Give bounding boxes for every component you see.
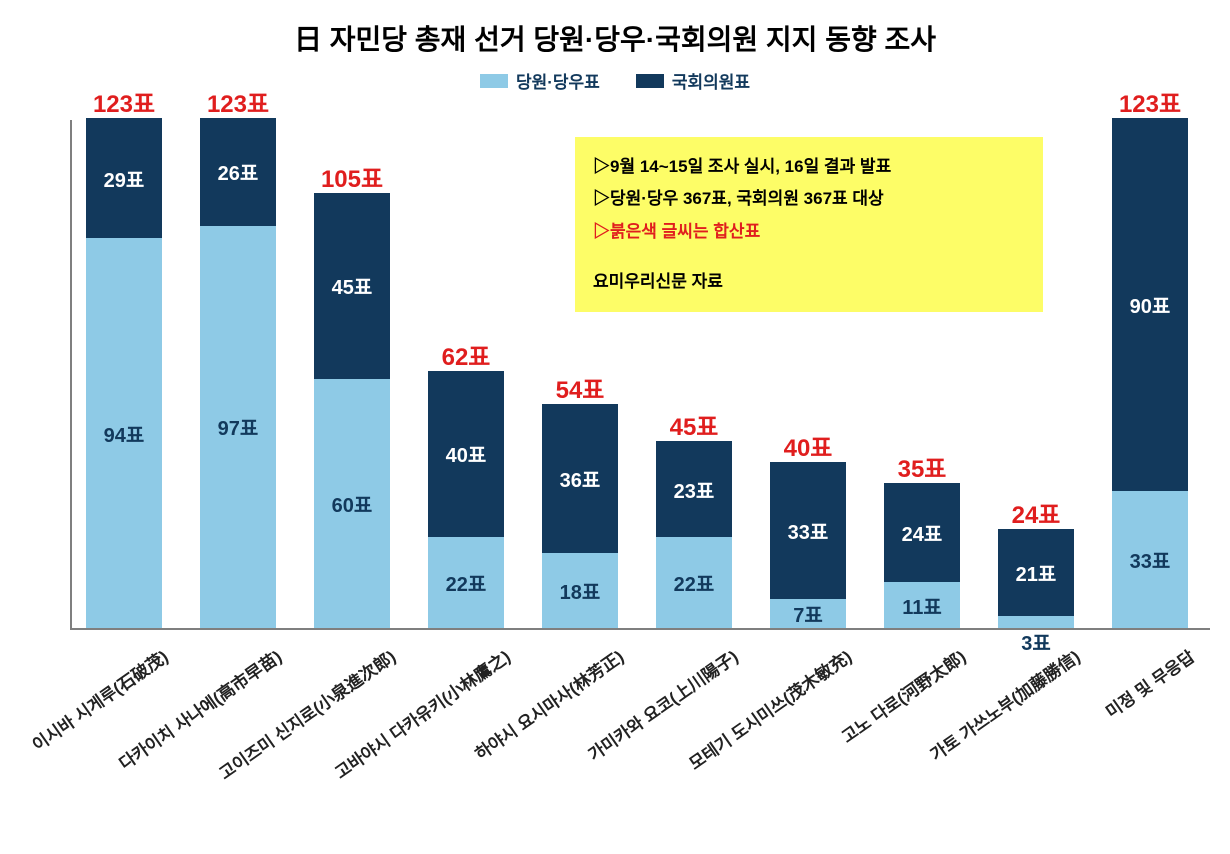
bar-segment-diet: 45표 (314, 193, 390, 380)
bar: 21표 (998, 529, 1074, 629)
diet-value-label: 29표 (104, 164, 145, 193)
members-value-label: 11표 (902, 591, 942, 620)
bar-segment-diet: 26표 (200, 118, 276, 226)
bar-group: 94표29표123표 (86, 118, 162, 628)
members-value-label: 94표 (104, 419, 145, 448)
bar-segment-members: 22표 (428, 537, 504, 628)
total-label: 105표 (321, 159, 383, 194)
x-axis-label: 미정 및 무응답 (1100, 643, 1199, 723)
members-value-label: 97표 (218, 412, 259, 441)
bar: 22표 40표 (428, 371, 504, 628)
total-label: 123표 (1119, 84, 1181, 119)
bar-group: 22표23표45표 (656, 441, 732, 628)
total-label: 62표 (442, 337, 491, 372)
bar-segment-members: 33표 (1112, 491, 1188, 628)
diet-value-label: 36표 (560, 464, 601, 493)
members-value-label: 60표 (332, 489, 373, 518)
bar: 60표 45표 (314, 193, 390, 628)
diet-value-label: 45표 (332, 271, 373, 300)
total-label: 35표 (898, 449, 947, 484)
chart-title: 日 자민당 총재 선거 당원·당우·국회의원 지지 동향 조사 (0, 0, 1230, 58)
bar-segment-diet: 24표 (884, 483, 960, 583)
bar-group: 18표36표54표 (542, 404, 618, 628)
bar-segment-diet: 90표 (1112, 118, 1188, 491)
bar-segment-diet: 36표 (542, 404, 618, 553)
bar: 94표 29표 (86, 118, 162, 628)
bar-segment-members: 97표 (200, 226, 276, 628)
members-value-label: 7표 (793, 599, 823, 628)
bar: 11표 24표 (884, 483, 960, 628)
bar-group: 97표26표123표 (200, 118, 276, 628)
bar-segment-members: 11표 (884, 582, 960, 628)
members-value-label: 22표 (674, 568, 715, 597)
legend-swatch (636, 74, 664, 88)
members-value-label: 33표 (1130, 545, 1171, 574)
legend-label: 당원·당우표 (516, 68, 600, 93)
note-line: ▷당원·당우 367표, 국회의원 367표 대상 (593, 183, 1025, 215)
legend-label: 국회의원표 (672, 68, 750, 93)
bar-segment-diet: 23표 (656, 441, 732, 536)
bar-group: 22표40표62표 (428, 371, 504, 628)
diet-value-label: 26표 (218, 157, 259, 186)
total-label: 45표 (670, 407, 719, 442)
bar-group: 7표33표40표 (770, 462, 846, 628)
bar: 33표 90표 (1112, 118, 1188, 628)
diet-value-label: 33표 (788, 516, 829, 545)
members-value-label-below: 3표 (1021, 627, 1051, 656)
diet-value-label: 40표 (446, 439, 487, 468)
legend-item: 당원·당우표 (480, 68, 600, 93)
diet-value-label: 21표 (1016, 558, 1057, 587)
note-line: ▷9월 14~15일 조사 실시, 16일 결과 발표 (593, 151, 1025, 183)
bar-segment-diet: 29표 (86, 118, 162, 238)
legend-item: 국회의원표 (636, 68, 750, 93)
total-label: 123표 (93, 84, 155, 119)
bar: 7표 33표 (770, 462, 846, 628)
bar-group: 60표45표105표 (314, 193, 390, 628)
diet-value-label: 24표 (902, 518, 943, 547)
bar-segment-members: 60표 (314, 379, 390, 628)
bar-segment-members: 94표 (86, 238, 162, 628)
bar-segment-diet: 33표 (770, 462, 846, 599)
bar-segment-members: 18표 (542, 553, 618, 628)
bar-segment-members: 7표 (770, 599, 846, 628)
bar-segment-members: 22표 (656, 537, 732, 628)
bar: 18표 36표 (542, 404, 618, 628)
bar: 22표 23표 (656, 441, 732, 628)
total-label: 40표 (784, 428, 833, 463)
bar-group: 21표24표3표 (998, 529, 1074, 629)
note-line: ▷붉은색 글씨는 합산표 (593, 216, 1025, 248)
note-box: ▷9월 14~15일 조사 실시, 16일 결과 발표▷당원·당우 367표, … (575, 137, 1043, 312)
members-value-label: 18표 (560, 576, 601, 605)
legend-swatch (480, 74, 508, 88)
bar-segment-diet: 40표 (428, 371, 504, 537)
members-value-label: 22표 (446, 568, 487, 597)
diet-value-label: 23표 (674, 475, 715, 504)
bar-segment-diet: 21표 (998, 529, 1074, 616)
bar: 97표 26표 (200, 118, 276, 628)
note-source: 요미우리신문 자료 (593, 266, 1025, 298)
bar-group: 11표24표35표 (884, 483, 960, 628)
total-label: 54표 (556, 370, 605, 405)
legend: 당원·당우표 국회의원표 (0, 68, 1230, 93)
bar-group: 33표90표123표 (1112, 118, 1188, 628)
diet-value-label: 90표 (1130, 290, 1171, 319)
total-label: 123표 (207, 84, 269, 119)
total-label: 24표 (1012, 495, 1061, 530)
